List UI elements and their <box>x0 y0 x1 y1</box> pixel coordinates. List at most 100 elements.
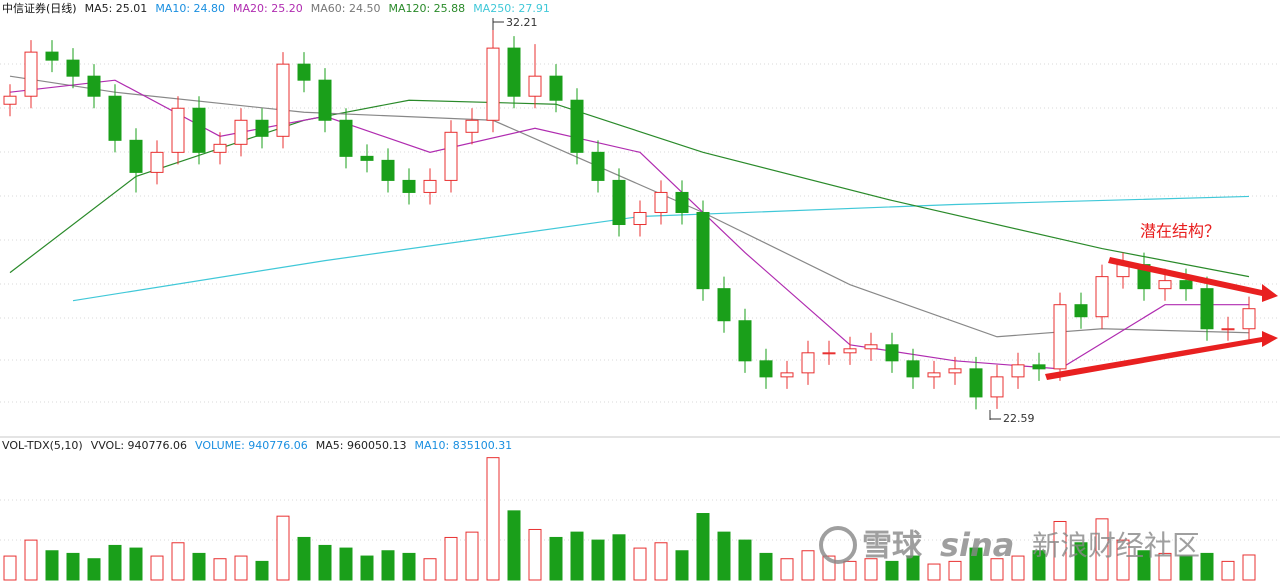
volume-bar <box>1137 550 1151 581</box>
watermark-text: sina <box>940 526 1014 564</box>
volume-bar <box>1116 539 1130 581</box>
volume-bar <box>150 555 164 581</box>
grid <box>0 63 1280 541</box>
candle-body <box>1011 364 1025 378</box>
candle-body <box>297 63 311 81</box>
legend-entry: MA10: 835100.31 <box>414 439 512 452</box>
candle-body <box>570 99 584 153</box>
legend-entry: MA5: 25.01 <box>85 2 148 15</box>
candle-body <box>255 119 269 137</box>
candle-body <box>738 320 752 362</box>
watermark-logo <box>819 526 857 564</box>
candle-body <box>129 139 143 173</box>
candle-body <box>171 107 185 153</box>
volume-bar <box>171 542 185 581</box>
candle-body <box>1032 364 1046 370</box>
volume-bar <box>675 550 689 581</box>
volume-bar <box>3 555 17 581</box>
volume-bar <box>990 558 1004 581</box>
volume-bar <box>87 558 101 581</box>
volume-bar <box>927 563 941 581</box>
volume-bar <box>885 560 899 581</box>
legend-entry: VOL-TDX(5,10) <box>2 439 83 452</box>
chart-title: 中信证券(日线) <box>2 1 77 15</box>
candle-body <box>759 360 773 378</box>
candle-body <box>150 151 164 173</box>
volume-bar <box>234 555 248 581</box>
candle-body <box>927 372 941 378</box>
candle-body <box>381 159 395 181</box>
volume-bar <box>948 560 962 581</box>
arrow-lower <box>1045 331 1278 380</box>
volume-bar <box>66 552 80 581</box>
legend-entry: VVOL: 940776.06 <box>91 439 187 452</box>
candle-body <box>1179 280 1193 290</box>
legend-entry: MA10: 24.80 <box>155 2 225 15</box>
volume-bar <box>1242 554 1256 581</box>
volume-bar <box>1074 542 1088 581</box>
candle-body <box>45 51 59 61</box>
annotation: 32.21 <box>506 16 538 29</box>
candle-body <box>1074 304 1088 318</box>
volume-bar <box>1053 520 1067 581</box>
volume-bar <box>1221 560 1235 581</box>
watermark-text: 雪球 <box>862 529 923 564</box>
volume-bar <box>486 457 500 581</box>
candle-body <box>885 344 899 362</box>
candle-body <box>675 191 689 213</box>
candle-body <box>780 372 794 378</box>
price-legend: 中信证券(日线) MA5: 25.01 MA10: 24.80 MA20: 25.20… <box>2 1 550 15</box>
candle-body <box>948 368 962 374</box>
candle-body <box>339 119 353 157</box>
volume-bar <box>969 547 983 581</box>
candle-body <box>717 288 731 322</box>
volume-bars <box>3 457 1256 581</box>
candle-body <box>633 211 647 226</box>
volume-bar <box>255 560 269 581</box>
candle-body <box>276 63 290 137</box>
candle-body <box>192 107 206 153</box>
candle-body <box>87 75 101 97</box>
candle-body <box>66 59 80 77</box>
volume-bar <box>1158 552 1172 581</box>
annotation: 22.59 <box>1003 412 1035 425</box>
volume-bar <box>1032 550 1046 581</box>
legend-entry: MA250: 27.91 <box>473 2 550 15</box>
candle-body <box>234 119 248 145</box>
candle-body <box>444 131 458 181</box>
volume-bar <box>444 536 458 581</box>
volume-bar <box>759 552 773 581</box>
volume-bar <box>696 513 710 581</box>
volume-bar <box>570 531 584 581</box>
candle-body <box>1095 276 1109 318</box>
candle-body <box>969 368 983 398</box>
candle-body <box>24 51 38 97</box>
volume-bar <box>654 542 668 581</box>
volume-bar <box>297 536 311 581</box>
volume-bar <box>381 550 395 581</box>
volume-bar <box>318 544 332 581</box>
candle-body <box>528 75 542 97</box>
candle-body <box>465 119 479 133</box>
volume-bar <box>360 555 374 581</box>
volume-bar <box>906 555 920 581</box>
watermark-text: 新浪财经社区 <box>1032 529 1200 562</box>
candle-body <box>822 352 836 355</box>
volume-bar <box>780 558 794 581</box>
candles <box>3 23 1256 410</box>
candle-body <box>801 352 815 374</box>
legend-entry: MA120: 25.88 <box>388 2 465 15</box>
candle-body <box>843 348 857 354</box>
volume-bar <box>339 547 353 581</box>
candle-body <box>507 47 521 97</box>
volume-bar <box>24 539 38 581</box>
volume-bar <box>633 547 647 581</box>
candle-body <box>318 79 332 121</box>
candle-body <box>1158 280 1172 290</box>
candle-body <box>612 179 626 226</box>
candle-body <box>1200 288 1214 330</box>
volume-bar <box>423 558 437 581</box>
candle-body <box>402 179 416 193</box>
volume-bar <box>1011 555 1025 581</box>
